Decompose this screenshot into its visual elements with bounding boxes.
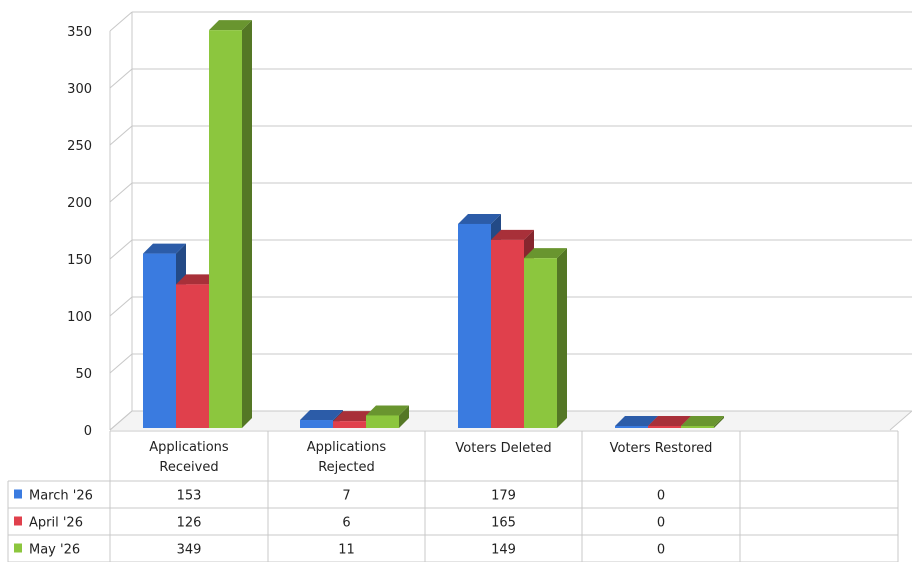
data-label: 165 xyxy=(491,516,516,531)
legend-swatch xyxy=(14,489,22,499)
bar-front xyxy=(491,239,524,428)
bar xyxy=(176,274,219,428)
bar-front xyxy=(615,426,648,428)
category-label: Applications xyxy=(307,440,387,455)
y-tick-label: 350 xyxy=(67,25,92,40)
legend-swatch xyxy=(14,516,22,526)
bar-top xyxy=(524,248,567,259)
gridline-side xyxy=(109,239,133,260)
gridline-side xyxy=(109,353,133,374)
data-label: 6 xyxy=(342,516,350,531)
bar-side xyxy=(557,248,567,428)
bar xyxy=(209,20,252,428)
legend-label: May '26 xyxy=(29,543,80,558)
data-label: 11 xyxy=(338,543,355,558)
y-tick-label: 150 xyxy=(67,253,92,268)
bar-side xyxy=(399,405,409,428)
bars xyxy=(143,20,724,428)
bar-front xyxy=(333,421,366,428)
category-label: Rejected xyxy=(318,460,375,475)
y-axis-ticks: 0 50 100 150 200 250 300 350 xyxy=(67,25,92,439)
y-tick-label: 0 xyxy=(84,424,92,439)
bar-top xyxy=(300,410,343,421)
legend-label: April '26 xyxy=(29,516,83,531)
gridline-side xyxy=(109,410,133,431)
data-label: 0 xyxy=(657,543,665,558)
data-label: 0 xyxy=(657,489,665,504)
bar-top xyxy=(366,405,409,416)
data-label: 349 xyxy=(177,543,202,558)
y-tick-label: 200 xyxy=(67,196,92,211)
gridline-side xyxy=(109,296,133,317)
y-tick-label: 300 xyxy=(67,82,92,97)
data-label: 179 xyxy=(491,489,516,504)
data-label: 149 xyxy=(491,543,516,558)
bar-top xyxy=(176,274,219,285)
legend-swatch xyxy=(14,543,22,553)
y-tick-label: 100 xyxy=(67,310,92,325)
bar-front xyxy=(524,258,557,428)
bar-top xyxy=(209,20,252,31)
y-tick-label: 250 xyxy=(67,139,92,154)
bar-top xyxy=(333,411,376,422)
gridline-side xyxy=(109,11,133,32)
gridline-side xyxy=(109,125,133,146)
category-label: Received xyxy=(159,460,218,475)
bar-front xyxy=(681,426,714,428)
bar-front xyxy=(458,223,491,428)
bar-front xyxy=(143,253,176,428)
bar-top xyxy=(143,243,186,254)
bar-top xyxy=(648,416,691,426)
legend-label: March '26 xyxy=(29,489,93,504)
bar xyxy=(524,248,567,428)
bar-front xyxy=(300,420,333,428)
bar-front xyxy=(648,426,681,428)
y-tick-label: 50 xyxy=(75,367,92,382)
bar-top xyxy=(615,416,658,426)
data-table: Applications Received Applications Rejected… xyxy=(7,430,899,562)
gridline-side xyxy=(109,182,133,203)
bar-front xyxy=(209,30,242,428)
bar-front xyxy=(176,284,209,428)
data-label: 126 xyxy=(177,516,202,531)
bar-side xyxy=(714,416,724,428)
bar-side xyxy=(242,20,252,428)
gridline-side xyxy=(109,68,133,89)
category-label: Applications xyxy=(149,440,229,455)
bar xyxy=(681,416,724,428)
data-label: 153 xyxy=(177,489,202,504)
bar xyxy=(366,405,409,428)
data-label: 0 xyxy=(657,516,665,531)
category-label: Voters Restored xyxy=(610,441,713,456)
bar-front xyxy=(366,415,399,428)
category-label: Voters Deleted xyxy=(455,441,551,456)
data-label: 7 xyxy=(342,489,350,504)
bar-top xyxy=(458,213,501,224)
bar-top xyxy=(681,416,724,426)
bar-top xyxy=(491,229,534,240)
